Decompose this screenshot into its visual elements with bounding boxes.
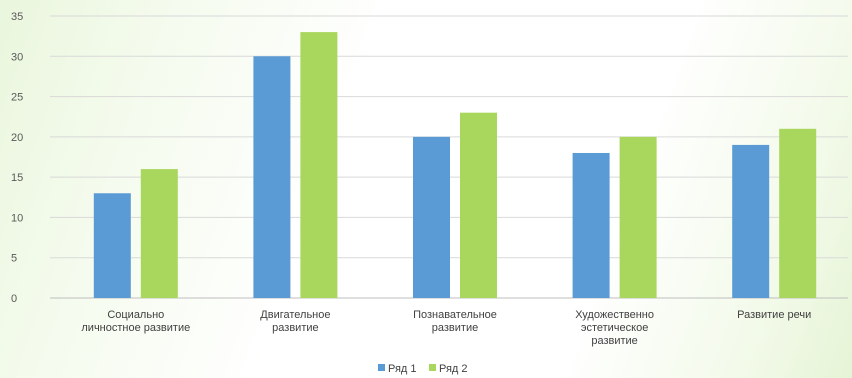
y-tick-label-20: 20: [11, 132, 23, 144]
y-tick-label-30: 30: [11, 51, 23, 63]
x-category-label-5: Развитие речи: [737, 309, 811, 321]
x-category-label-1: Социально личностное развитие: [81, 309, 190, 334]
legend-label-2: Ряд 2: [439, 363, 468, 375]
y-tick-label-5: 5: [11, 253, 17, 265]
bar-series2-cat4: [619, 136, 657, 298]
y-tick-label-25: 25: [11, 92, 23, 104]
bar-series1-cat2: [253, 56, 291, 299]
y-tick-label-35: 35: [11, 11, 23, 23]
bar-series1-cat5: [732, 144, 770, 298]
y-tick-label-10: 10: [11, 212, 23, 224]
legend-swatch-2: [429, 364, 436, 371]
y-tick-label-15: 15: [11, 172, 23, 184]
x-category-label-3: Познавательное развитие: [413, 309, 497, 334]
bar-series2-cat5: [779, 128, 817, 298]
bar-series1-cat3: [413, 136, 450, 298]
x-category-label-2: Двигательное развитие: [260, 309, 330, 334]
bar-series2-cat1: [140, 169, 178, 298]
legend-swatch-1: [378, 364, 385, 371]
bar-series1-cat1: [93, 193, 131, 298]
y-tick-label-0: 0: [11, 293, 17, 305]
bar-series2-cat3: [460, 112, 497, 298]
bar-series2-cat2: [300, 32, 338, 298]
bar-series1-cat4: [572, 152, 610, 298]
legend-label-1: Ряд 1: [388, 363, 417, 375]
x-category-label-4: Художественно эстетическое развитие: [575, 309, 654, 347]
